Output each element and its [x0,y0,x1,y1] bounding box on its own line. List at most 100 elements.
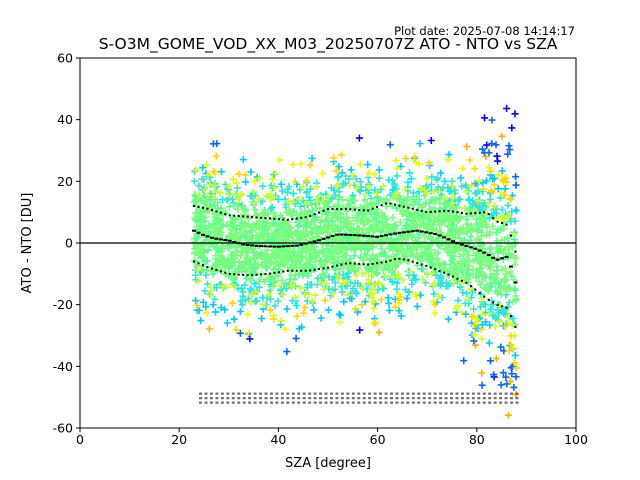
bin-count-mark [477,397,481,400]
mean-curve-point [223,239,228,242]
mean-curve-point [375,235,380,238]
bin-count-mark [308,397,312,400]
bin-count-mark [253,397,257,400]
bin-count-mark [510,392,514,395]
bin-count-mark [411,392,415,395]
mean-curve-point [361,234,366,237]
mean-curve-point [486,254,491,257]
bin-count-mark [357,392,361,395]
bin-count-mark [253,401,257,404]
bin-count-mark [362,401,366,404]
bin-count-mark [433,397,437,400]
mean-curve-point [406,230,411,233]
upper-curve-point [233,214,236,217]
mean-curve-point [236,242,241,245]
upper-curve-point [353,208,356,211]
bin-count-mark [477,392,481,395]
lower-curve-point [353,262,356,265]
upper-curve-point [358,208,361,211]
mean-curve-point [250,244,255,247]
bin-count-mark [215,392,219,395]
upper-curve-point [465,212,468,215]
bin-count-mark [471,392,475,395]
mean-curve-point [205,235,210,238]
bin-count-mark [226,397,230,400]
mean-curve-point [209,236,214,239]
bin-count-mark [439,397,443,400]
bin-count-mark [504,392,508,395]
bin-count-mark [379,401,383,404]
lower-curve-point [362,263,365,266]
lower-curve-point [398,257,401,260]
mean-curve-point [509,265,514,268]
bin-count-mark [488,401,492,404]
bin-count-mark [384,401,388,404]
bin-count-mark [368,401,372,404]
lower-curve-point [309,269,312,272]
bin-count-mark [319,397,323,400]
y-axis-label: ATO - NTO [DU] [20,193,35,294]
bin-count-mark [291,392,295,395]
mean-curve-point [464,244,469,247]
bin-count-mark [433,401,437,404]
y-tick-label: -20 [53,297,73,312]
bin-count-mark [264,397,268,400]
lower-curve-point [376,262,379,265]
lower-curve-point [237,273,240,276]
upper-curve-point [268,217,271,220]
mean-curve-point [192,229,197,232]
bin-count-mark [515,397,519,400]
lower-curve-point [460,279,463,282]
bin-count-mark [329,401,333,404]
lower-curve-point [331,265,334,268]
upper-curve-point [277,218,280,221]
bin-count-mark [313,401,317,404]
bin-count-mark [199,392,203,395]
lower-curve-point [219,270,222,273]
mean-curve-point [379,235,384,238]
x-tick-label: 40 [270,432,286,447]
x-tick-label: 20 [171,432,187,447]
upper-curve-point [255,216,258,219]
lower-curve-point [273,271,276,274]
lower-curve-point [416,262,419,265]
bin-count-mark [324,397,328,400]
bin-count-mark [455,392,459,395]
upper-curve-point [451,210,454,213]
bin-count-mark [373,397,377,400]
bin-count-mark [411,401,415,404]
bin-count-mark [450,392,454,395]
bin-count-mark [291,397,295,400]
bin-count-mark [275,392,279,395]
bin-count-mark [368,397,372,400]
mean-curve-point [357,234,362,237]
upper-curve-point [335,208,338,211]
bin-count-mark [220,392,224,395]
bin-count-mark [220,397,224,400]
bin-count-mark [269,392,273,395]
bin-count-mark [209,397,213,400]
bin-count-mark [291,401,295,404]
bin-count-mark [406,397,410,400]
upper-curve-point [380,204,383,207]
lower-curve-point [295,269,298,272]
bin-count-mark [264,401,268,404]
lower-curve-point [434,268,437,271]
bin-count-mark [390,397,393,400]
point-group [194,171,519,340]
x-tick-label: 100 [564,432,588,447]
bin-count-mark [275,397,279,400]
lower-curve-point [429,266,432,269]
mean-curve-point [326,236,330,239]
point-group [192,156,517,352]
bin-count-mark [471,401,475,404]
mean-curve-point [334,233,339,236]
mean-curve-point [397,231,402,234]
lower-curve-point [251,274,254,277]
lower-curve-point [242,273,245,276]
lower-curve-point [327,266,329,269]
bin-count-mark [395,392,399,395]
bin-count-mark [406,392,410,395]
bin-count-mark [499,397,503,400]
lower-curve-point [268,272,271,275]
